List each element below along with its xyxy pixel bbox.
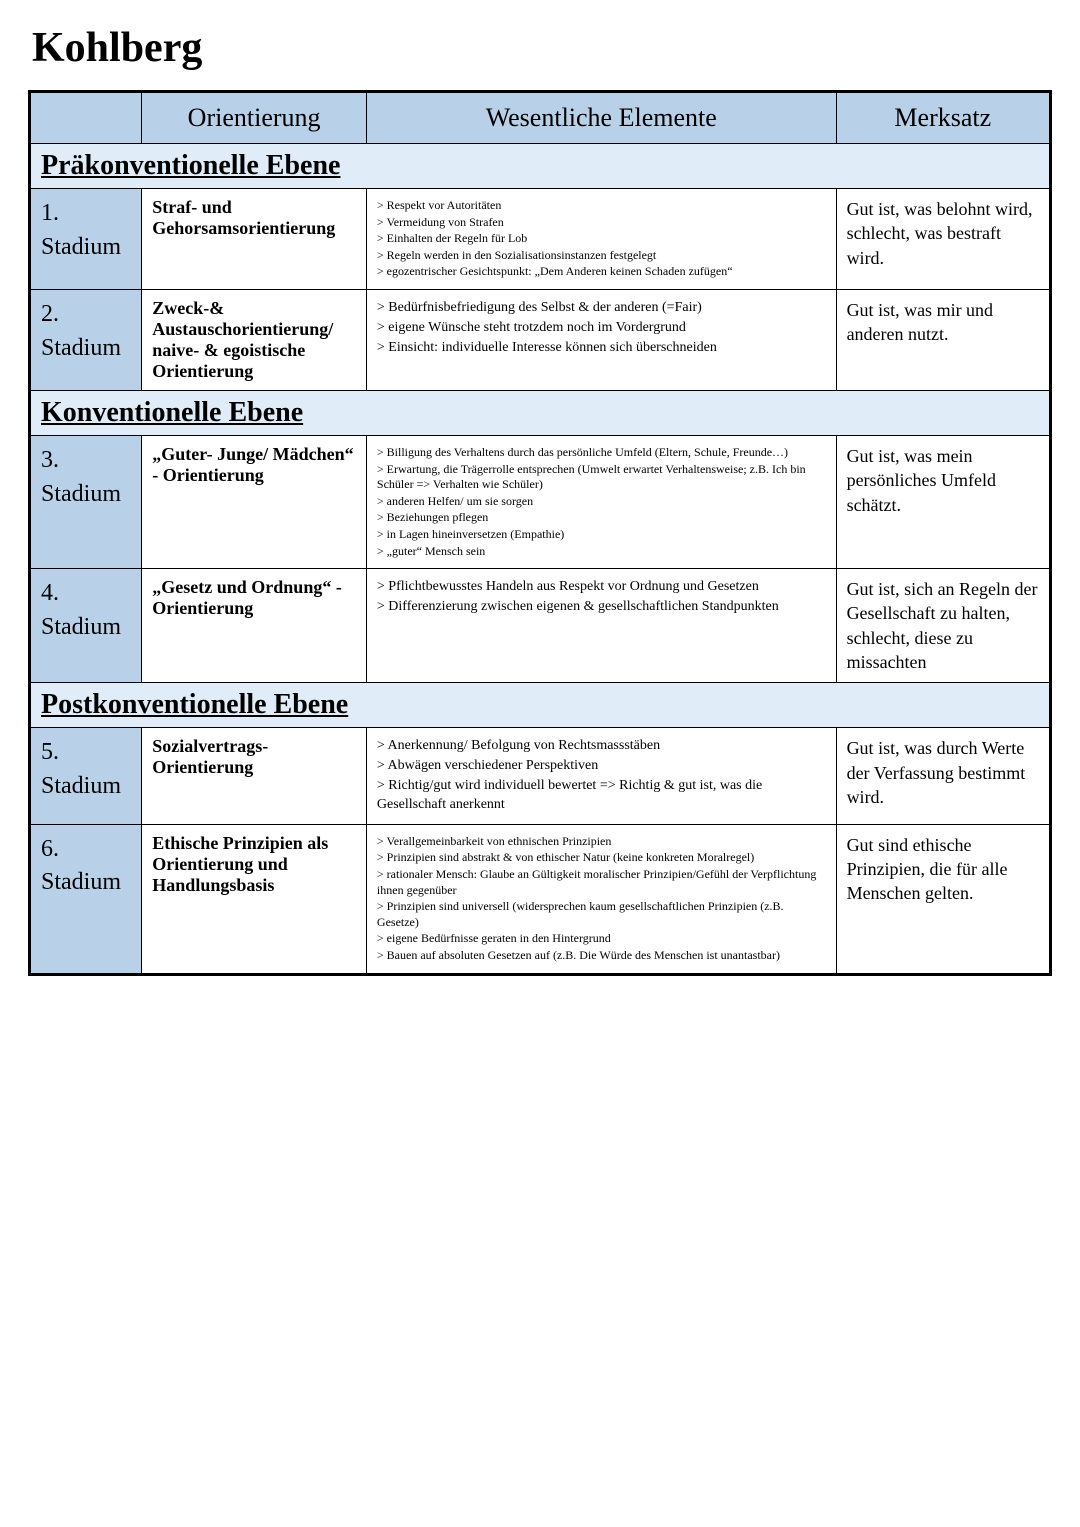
element-line: > Einsicht: individuelle Interesse könne…	[377, 339, 826, 358]
element-line: > in Lagen hineinversetzen (Empathie)	[377, 527, 826, 543]
element-line: > Pflichtbewusstes Handeln aus Respekt v…	[377, 578, 826, 597]
stage-number-cell: 4. Stadium	[30, 569, 142, 683]
elements-cell: > Respekt vor Autoritäten > Vermeidung v…	[366, 189, 836, 290]
orientierung-cell: Zweck-& Austauschorientierung/ naive- & …	[142, 289, 367, 390]
element-line: > Bedürfnisbefriedigung des Selbst & der…	[377, 299, 826, 318]
elements-cell: > Pflichtbewusstes Handeln aus Respekt v…	[366, 569, 836, 683]
stage-num: 2.	[41, 301, 59, 327]
element-line: > Regeln werden in den Sozialisationsins…	[377, 248, 826, 264]
element-line: > „guter“ Mensch sein	[377, 544, 826, 560]
merksatz-cell: Gut ist, was durch Werte der Verfassung …	[836, 728, 1050, 825]
merksatz-cell: Gut ist, was mein persönliches Umfeld sc…	[836, 435, 1050, 568]
element-line: > Einhalten der Regeln für Lob	[377, 231, 826, 247]
element-line: > Erwartung, die Trägerrolle entsprechen…	[377, 462, 826, 493]
orientierung-cell: „Gesetz und Ordnung“ - Orientierung	[142, 569, 367, 683]
stage-num: 3.	[41, 447, 59, 473]
level-row: Konventionelle Ebene	[30, 390, 1051, 435]
merksatz-cell: Gut ist, was mir und anderen nutzt.	[836, 289, 1050, 390]
element-line: > Vermeidung von Strafen	[377, 215, 826, 231]
element-line: > Verallgemeinbarkeit von ethnischen Pri…	[377, 834, 826, 850]
stage-num: 6.	[41, 836, 59, 862]
merksatz-cell: Gut sind ethische Prinzipien, die für al…	[836, 824, 1050, 974]
stage-row: 6. Stadium Ethische Prinzipien als Orien…	[30, 824, 1051, 974]
stage-number-cell: 3. Stadium	[30, 435, 142, 568]
stage-number-cell: 2. Stadium	[30, 289, 142, 390]
stage-num: 4.	[41, 580, 59, 606]
header-orientierung: Orientierung	[142, 92, 367, 144]
elements-cell: > Anerkennung/ Befolgung von Rechtsmasss…	[366, 728, 836, 825]
element-line: > Anerkennung/ Befolgung von Rechtsmasss…	[377, 737, 826, 756]
orientierung-cell: Straf- und Gehorsamsorientierung	[142, 189, 367, 290]
stage-row: 1. Stadium Straf- und Gehorsamsorientier…	[30, 189, 1051, 290]
table-header-row: Orientierung Wesentliche Elemente Merksa…	[30, 92, 1051, 144]
elements-cell: > Bedürfnisbefriedigung des Selbst & der…	[366, 289, 836, 390]
level-label: Postkonventionelle Ebene	[30, 683, 1051, 728]
element-line: > anderen Helfen/ um sie sorgen	[377, 494, 826, 510]
stage-word: Stadium	[41, 614, 121, 640]
level-row: Präkonventionelle Ebene	[30, 144, 1051, 189]
stage-row: 5. Stadium Sozialvertrags-Orientierung >…	[30, 728, 1051, 825]
header-corner	[30, 92, 142, 144]
level-label: Konventionelle Ebene	[30, 390, 1051, 435]
element-line: > Billigung des Verhaltens durch das per…	[377, 445, 826, 461]
stage-word: Stadium	[41, 481, 121, 507]
merksatz-cell: Gut ist, was belohnt wird, schlecht, was…	[836, 189, 1050, 290]
element-line: > Bauen auf absoluten Gesetzen auf (z.B.…	[377, 948, 826, 964]
stage-number-cell: 1. Stadium	[30, 189, 142, 290]
stage-word: Stadium	[41, 234, 121, 260]
elements-cell: > Verallgemeinbarkeit von ethnischen Pri…	[366, 824, 836, 974]
orientierung-cell: Sozialvertrags-Orientierung	[142, 728, 367, 825]
orientierung-cell: „Guter- Junge/ Mädchen“ - Orientierung	[142, 435, 367, 568]
element-line: > Respekt vor Autoritäten	[377, 198, 826, 214]
stage-row: 2. Stadium Zweck-& Austauschorientierung…	[30, 289, 1051, 390]
element-line: > Prinzipien sind universell (widersprec…	[377, 899, 826, 930]
level-row: Postkonventionelle Ebene	[30, 683, 1051, 728]
stage-row: 3. Stadium „Guter- Junge/ Mädchen“ - Ori…	[30, 435, 1051, 568]
stage-word: Stadium	[41, 869, 121, 895]
level-label: Präkonventionelle Ebene	[30, 144, 1051, 189]
stage-num: 5.	[41, 739, 59, 765]
element-line: > Abwägen verschiedener Perspektiven	[377, 757, 826, 776]
orientierung-cell: Ethische Prinzipien als Orientierung und…	[142, 824, 367, 974]
stage-number-cell: 5. Stadium	[30, 728, 142, 825]
element-line: > egozentrischer Gesichtspunkt: „Dem And…	[377, 264, 826, 280]
element-line: > Richtig/gut wird individuell bewertet …	[377, 777, 826, 815]
stage-num: 1.	[41, 200, 59, 226]
element-line: > Beziehungen pflegen	[377, 510, 826, 526]
header-elemente: Wesentliche Elemente	[366, 92, 836, 144]
stage-row: 4. Stadium „Gesetz und Ordnung“ - Orient…	[30, 569, 1051, 683]
merksatz-cell: Gut ist, sich an Regeln der Gesellschaft…	[836, 569, 1050, 683]
stage-number-cell: 6. Stadium	[30, 824, 142, 974]
header-merksatz: Merksatz	[836, 92, 1050, 144]
element-line: > Differenzierung zwischen eigenen & ges…	[377, 598, 826, 617]
elements-cell: > Billigung des Verhaltens durch das per…	[366, 435, 836, 568]
kohlberg-table: Orientierung Wesentliche Elemente Merksa…	[28, 90, 1052, 976]
stage-word: Stadium	[41, 773, 121, 799]
element-line: > rationaler Mensch: Glaube an Gültigkei…	[377, 867, 826, 898]
element-line: > eigene Wünsche steht trotzdem noch im …	[377, 319, 826, 338]
element-line: > eigene Bedürfnisse geraten in den Hint…	[377, 931, 826, 947]
page-title: Kohlberg	[32, 24, 1052, 72]
element-line: > Prinzipien sind abstrakt & von ethisch…	[377, 850, 826, 866]
stage-word: Stadium	[41, 335, 121, 361]
